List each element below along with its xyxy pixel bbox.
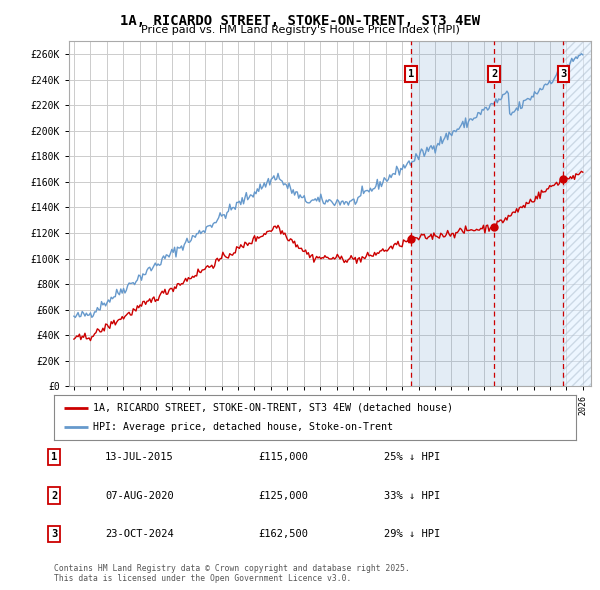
- Text: 2: 2: [51, 491, 57, 500]
- Text: 07-AUG-2020: 07-AUG-2020: [105, 491, 174, 500]
- Text: 23-OCT-2024: 23-OCT-2024: [105, 529, 174, 539]
- Text: 29% ↓ HPI: 29% ↓ HPI: [384, 529, 440, 539]
- Text: 2: 2: [491, 69, 497, 79]
- Text: Price paid vs. HM Land Registry's House Price Index (HPI): Price paid vs. HM Land Registry's House …: [140, 25, 460, 35]
- Text: 33% ↓ HPI: 33% ↓ HPI: [384, 491, 440, 500]
- Text: 3: 3: [51, 529, 57, 539]
- Text: 1A, RICARDO STREET, STOKE-ON-TRENT, ST3 4EW: 1A, RICARDO STREET, STOKE-ON-TRENT, ST3 …: [120, 14, 480, 28]
- Text: £125,000: £125,000: [258, 491, 308, 500]
- Bar: [411, 41, 563, 386]
- Text: 3: 3: [560, 69, 566, 79]
- Text: Contains HM Land Registry data © Crown copyright and database right 2025.
This d: Contains HM Land Registry data © Crown c…: [54, 563, 410, 583]
- Text: 1: 1: [51, 453, 57, 462]
- Text: £162,500: £162,500: [258, 529, 308, 539]
- Text: £115,000: £115,000: [258, 453, 308, 462]
- Bar: [563, 41, 591, 386]
- Text: HPI: Average price, detached house, Stoke-on-Trent: HPI: Average price, detached house, Stok…: [93, 422, 393, 432]
- Text: 1A, RICARDO STREET, STOKE-ON-TRENT, ST3 4EW (detached house): 1A, RICARDO STREET, STOKE-ON-TRENT, ST3 …: [93, 403, 453, 412]
- Text: 13-JUL-2015: 13-JUL-2015: [105, 453, 174, 462]
- Text: 1: 1: [408, 69, 414, 79]
- Text: 25% ↓ HPI: 25% ↓ HPI: [384, 453, 440, 462]
